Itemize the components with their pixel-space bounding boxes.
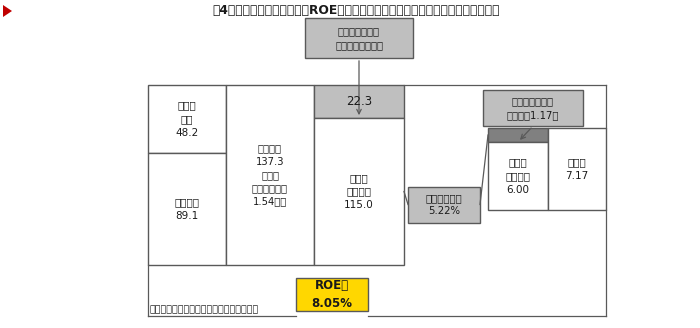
- Text: 図4　主要企業（製造業）のROE（実績）：非事業資産を事業投資に充当した場合: 図4 主要企業（製造業）のROE（実績）：非事業資産を事業投資に充当した場合: [212, 5, 500, 17]
- Bar: [488, 128, 548, 142]
- Text: 自己資本
89.1: 自己資本 89.1: [174, 197, 200, 221]
- Bar: [408, 187, 480, 222]
- Polygon shape: [3, 5, 12, 17]
- Text: 新規投資により
獲得した事業資産: 新規投資により 獲得した事業資産: [335, 26, 383, 50]
- Text: 投資収益率：
5.22%: 投資収益率： 5.22%: [426, 193, 463, 216]
- Bar: [483, 90, 583, 126]
- Bar: [148, 85, 226, 153]
- Text: 新規投資による
収益（＋1.17）: 新規投資による 収益（＋1.17）: [507, 96, 559, 120]
- Text: 従前の
事業資産
115.0: 従前の 事業資産 115.0: [344, 173, 374, 210]
- Bar: [296, 278, 368, 311]
- Bar: [548, 128, 606, 210]
- Bar: [314, 85, 404, 118]
- Bar: [314, 118, 404, 265]
- Text: 22.3: 22.3: [346, 95, 372, 108]
- Text: 純利益
＜図３＞
6.00: 純利益 ＜図３＞ 6.00: [505, 157, 531, 195]
- Bar: [488, 142, 548, 210]
- Bar: [305, 18, 413, 58]
- Text: 出典・対象・注：＜図２＞、＜図３＞参照: 出典・対象・注：＜図２＞、＜図３＞参照: [150, 305, 259, 315]
- Text: 有利子
負債
48.2: 有利子 負債 48.2: [176, 100, 199, 138]
- Text: ROE：
8.05%: ROE： 8.05%: [312, 279, 353, 310]
- Bar: [148, 153, 226, 265]
- Bar: [226, 85, 314, 265]
- Text: 純利益
7.17: 純利益 7.17: [566, 157, 589, 181]
- Text: 投下資本
137.3
（財務
レバレッジ：
1.54倍）: 投下資本 137.3 （財務 レバレッジ： 1.54倍）: [252, 144, 288, 206]
